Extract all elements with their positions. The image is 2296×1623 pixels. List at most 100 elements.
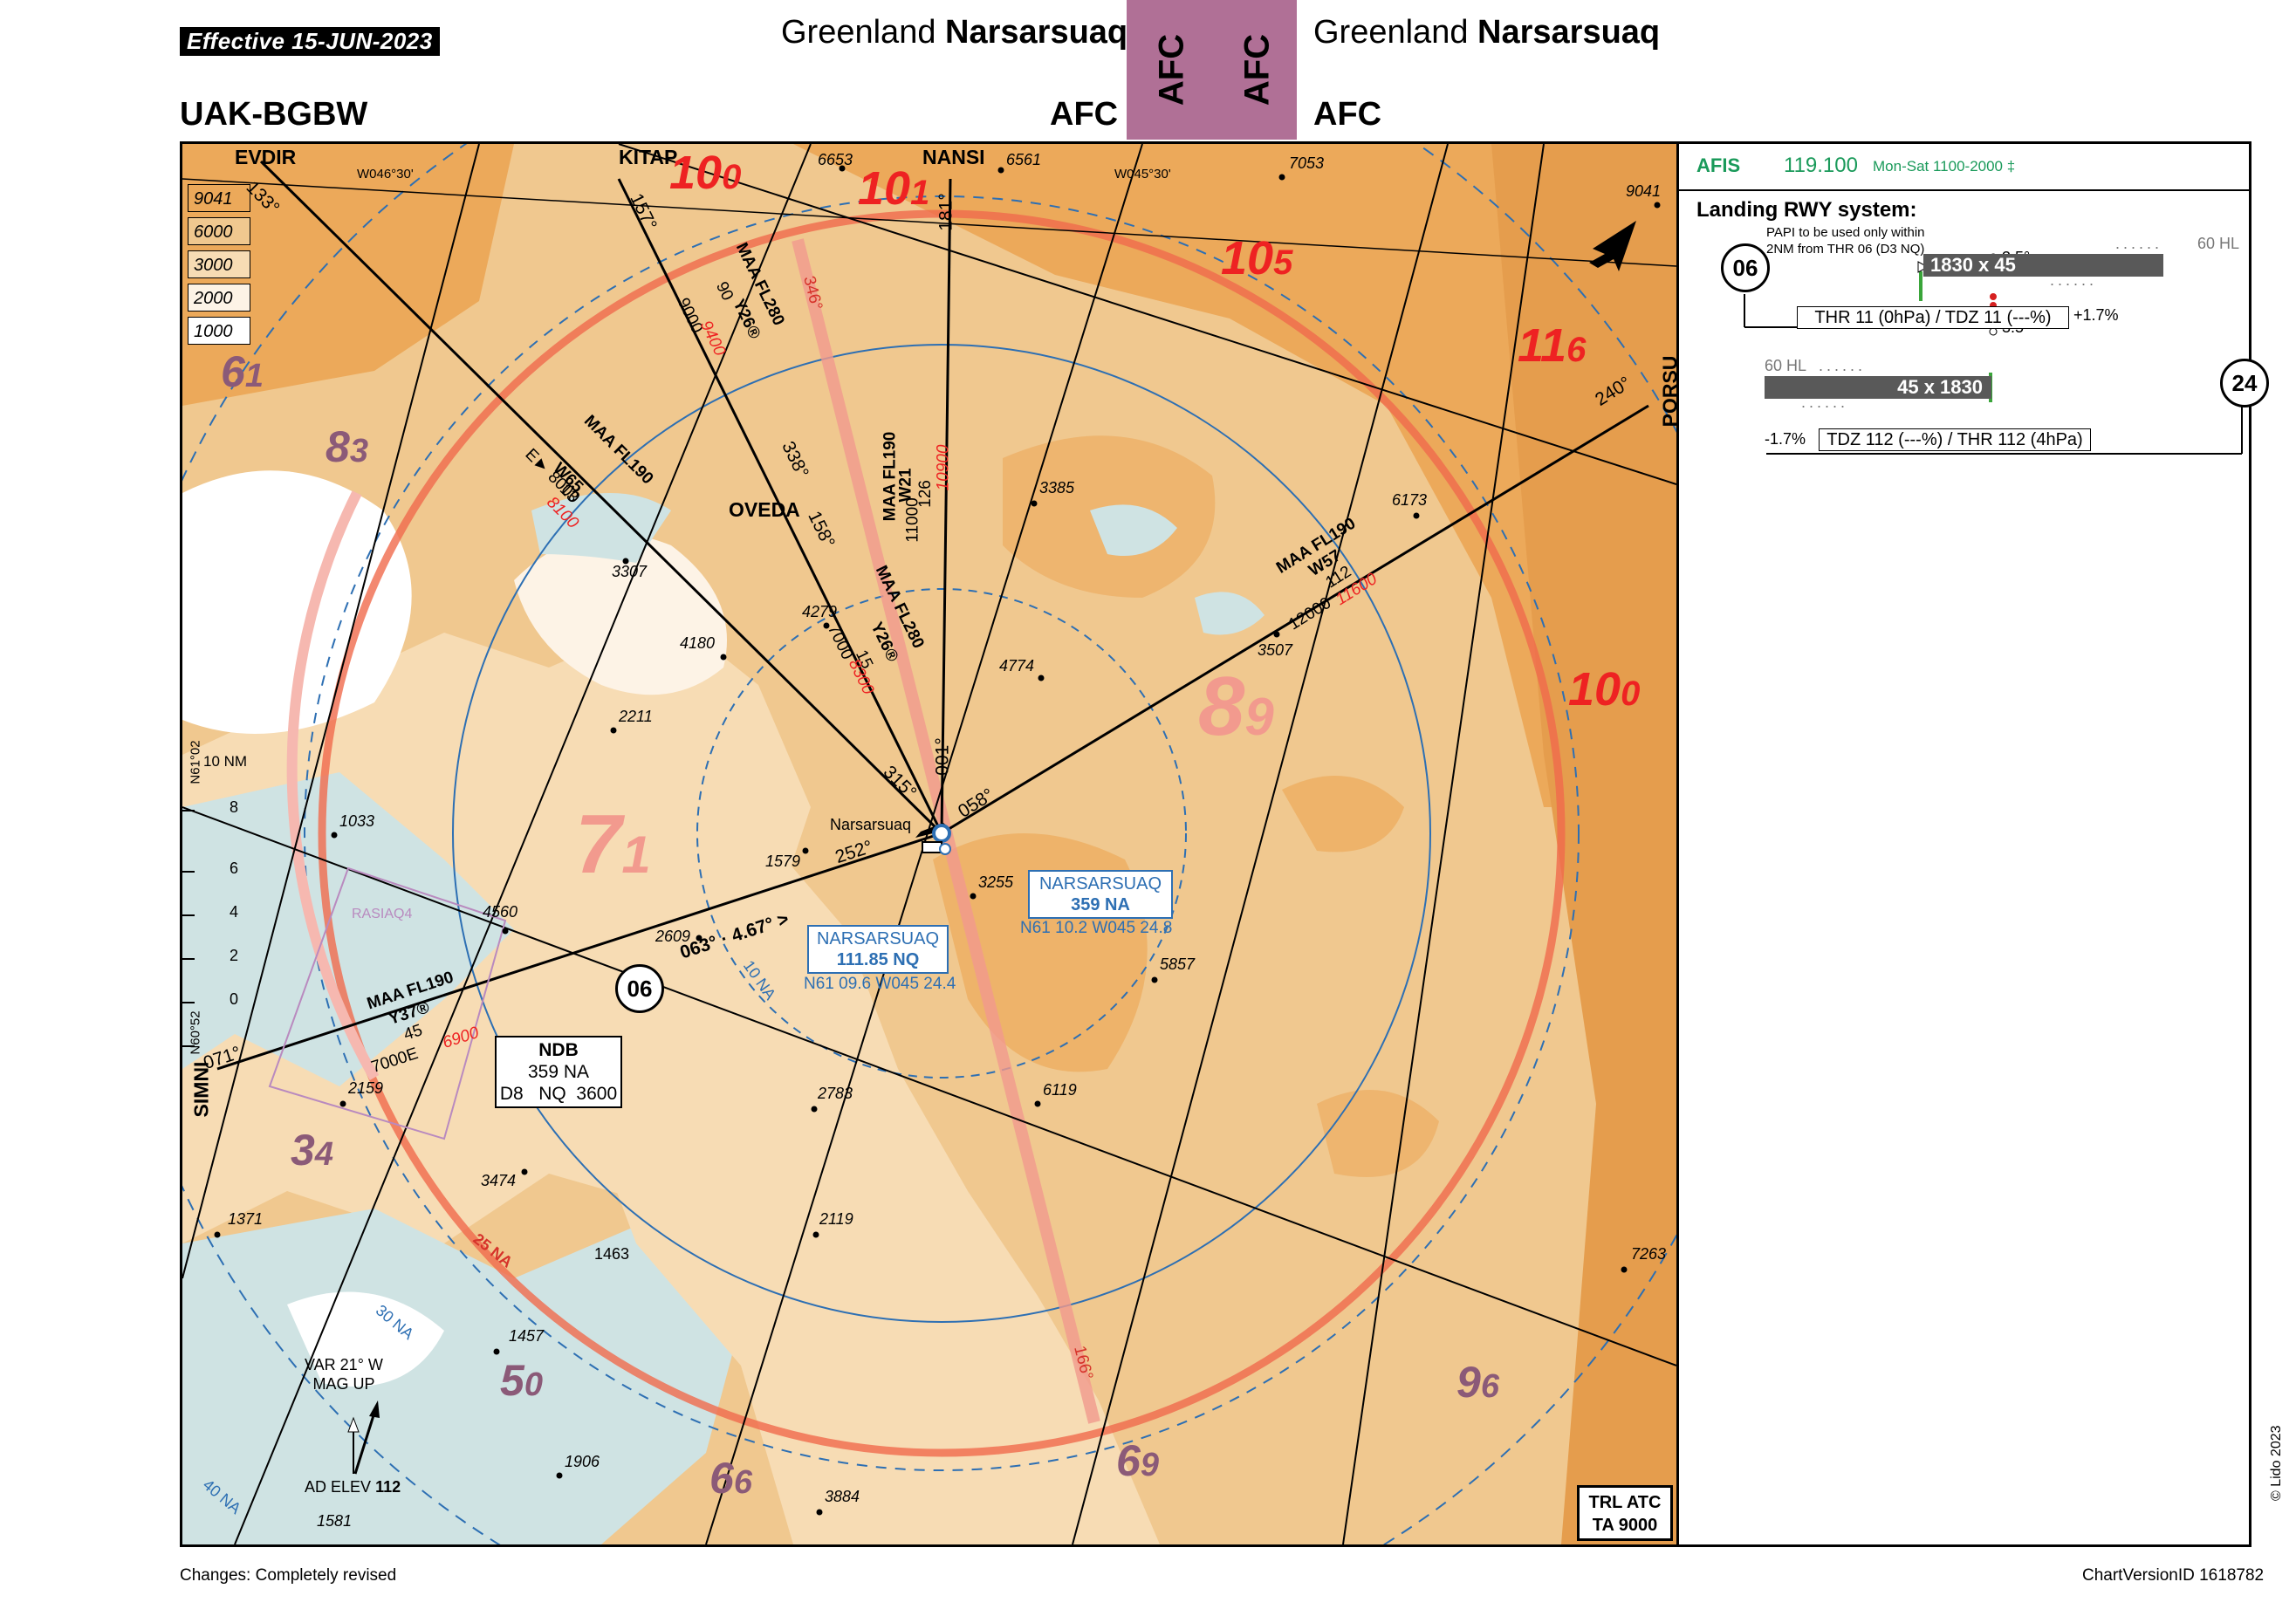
spot-height: 3255: [978, 873, 1014, 891]
spot-height: 1581: [317, 1512, 353, 1530]
runway-06-circle[interactable]: 06: [1721, 243, 1770, 292]
runway-06-marker[interactable]: 06: [615, 964, 664, 1013]
legend-band-1000: 1000: [188, 317, 250, 345]
magnetic-variation: VAR 21° W MAG UP: [305, 1356, 383, 1393]
spot-height: 3884: [825, 1488, 860, 1505]
range-scale-label: 10 NM: [203, 753, 248, 770]
area-chart-map[interactable]: 9041 6000 3000 2000 1000 EVDIR KITAP NAN…: [180, 141, 1679, 1547]
hl-dots: ......: [2115, 235, 2163, 252]
vor-name: NARSARSUAQ: [816, 929, 940, 948]
latitude-label: N60°52: [188, 1010, 203, 1055]
afis-frequency[interactable]: 119.100: [1784, 154, 1858, 177]
spot-height: 2609: [655, 928, 691, 945]
ndb-info-box[interactable]: NDB 359 NA D8 NQ 3600: [495, 1036, 622, 1108]
fix-nansi[interactable]: NANSI: [922, 146, 985, 168]
vor-info-box[interactable]: NARSARSUAQ 111.85 NQ: [807, 925, 949, 974]
legend-band-9041: 9041: [188, 184, 250, 212]
ndb-name: NARSARSUAQ: [1038, 874, 1162, 894]
ndb-title: NDB: [538, 1040, 579, 1060]
hl-label-06: 60 HL: [2197, 235, 2240, 252]
runway-24-circle[interactable]: 24: [2220, 359, 2269, 407]
spot-height: 2211: [619, 708, 653, 725]
msa-sector: 100: [1568, 663, 1641, 716]
spot-height: 1371: [228, 1210, 264, 1228]
mora-value: 69: [1116, 1436, 1159, 1485]
region-label: Greenland: [781, 14, 936, 51]
fix-evdir[interactable]: EVDIR: [235, 146, 297, 168]
longitude-label: W045°30': [1114, 167, 1171, 181]
legend-band-6000: 6000: [188, 217, 250, 245]
changes-note: Changes: Completely revised: [180, 1566, 397, 1585]
runway-24-bar[interactable]: 45 x 1830: [1765, 376, 1991, 399]
spot-height: 7053: [1289, 154, 1325, 172]
range-scale-tick: 2: [230, 947, 239, 964]
mora-value: 50: [500, 1356, 543, 1405]
copyright: © Lido 2023: [2269, 1425, 2284, 1501]
mora-value: 34: [291, 1126, 333, 1174]
ndb-frequency: 359 NA: [527, 1062, 590, 1082]
spot-height: 4560: [483, 903, 518, 921]
airport-name: Narsarsuaq: [945, 14, 1128, 51]
msa-sector: 116: [1518, 319, 1587, 372]
spot-height: 3507: [1258, 641, 1293, 659]
spot-height: 5857: [1160, 955, 1196, 973]
fix-porsu[interactable]: PORSU: [1658, 355, 1679, 428]
procedure-label: RASIAQ4: [352, 907, 413, 921]
landing-rwy-title: Landing RWY system:: [1696, 198, 1917, 222]
airport-name: Narsarsuaq: [1477, 14, 1661, 51]
chart-code-right: AFC: [1313, 96, 1382, 133]
slope-06: +1.7%: [2073, 306, 2119, 324]
spot-height: 2783: [818, 1085, 853, 1102]
legend-band-2000: 2000: [188, 284, 250, 312]
spot-height: 1033: [339, 812, 375, 830]
hl-dots: ......: [2050, 271, 2098, 289]
airport-label: Narsarsuaq: [830, 816, 912, 833]
route-bearing-label: 181°: [936, 193, 956, 231]
afis-hours: Mon-Sat 1100-2000 ‡: [1873, 158, 2016, 175]
spot-height: 3385: [1039, 479, 1075, 496]
mora-value: 66: [709, 1454, 752, 1503]
range-scale-tick: 4: [230, 903, 239, 921]
spot-height: 4774: [999, 657, 1035, 675]
msa-sector: 89: [1198, 660, 1274, 753]
airway-label: 11000: [903, 497, 922, 543]
msa-sector: 71: [575, 798, 651, 891]
spot-height: 2119: [819, 1210, 853, 1228]
runway-info-panel: AFIS 119.100 Mon-Sat 1100-2000 ‡ Landing…: [1679, 141, 2269, 1547]
ndb-airport-info-box[interactable]: NARSARSUAQ 359 NA: [1028, 870, 1173, 919]
spot-height: 1906: [565, 1453, 600, 1470]
range-scale-tick: 0: [230, 990, 239, 1008]
region-label: Greenland: [1313, 14, 1469, 51]
chart-code-vertical: AFC: [1152, 33, 1191, 106]
afis-label: AFIS: [1696, 154, 1741, 176]
map-graphics: [182, 144, 1676, 1544]
chart-version: ChartVersionID 1618782: [2082, 1566, 2265, 1585]
spot-height: 3307: [612, 563, 648, 580]
fix-oveda[interactable]: OVEDA: [729, 498, 800, 521]
chart-code-tab: AFC AFC: [1127, 0, 1297, 140]
vor-frequency: 111.85 NQ: [836, 950, 920, 969]
spot-height: 4180: [680, 634, 716, 652]
spot-height: 4279: [802, 603, 838, 620]
airport-title-left: Greenland Narsarsuaq: [781, 14, 1127, 51]
latitude-label: N61°02: [188, 740, 203, 784]
airport-title-right: Greenland Narsarsuaq: [1313, 14, 1660, 51]
chart-code-left: AFC: [1050, 96, 1119, 133]
threshold-24-box: TDZ 112 (---%) / THR 112 (4hPa): [1819, 428, 2091, 451]
legend-band-3000: 3000: [188, 250, 250, 278]
longitude-label: W046°30': [357, 167, 414, 181]
spot-height: 9041: [1626, 182, 1662, 200]
transition-level-box: TRL ATC TA 9000: [1577, 1485, 1673, 1541]
msa-sector: 100: [669, 147, 742, 199]
runway-06-bar[interactable]: 1830 x 45: [1923, 254, 2163, 277]
threshold-06-box: THR 11 (0hPa) / TDZ 11 (---%): [1797, 306, 2069, 329]
ndb-frequency: 359 NA: [1071, 895, 1130, 914]
chart-code-vertical: AFC: [1237, 33, 1277, 106]
vor-coordinates: N61 09.6 W045 24.4: [804, 975, 956, 993]
msa-sector: 101: [858, 162, 930, 215]
hl-label-24: 60 HL: [1765, 357, 1807, 374]
fix-kitap[interactable]: KITAP: [619, 146, 678, 168]
spot-height: 7263: [1631, 1245, 1667, 1263]
route-bearing-label: 001°: [932, 737, 953, 776]
spot-height: 3474: [481, 1172, 517, 1189]
